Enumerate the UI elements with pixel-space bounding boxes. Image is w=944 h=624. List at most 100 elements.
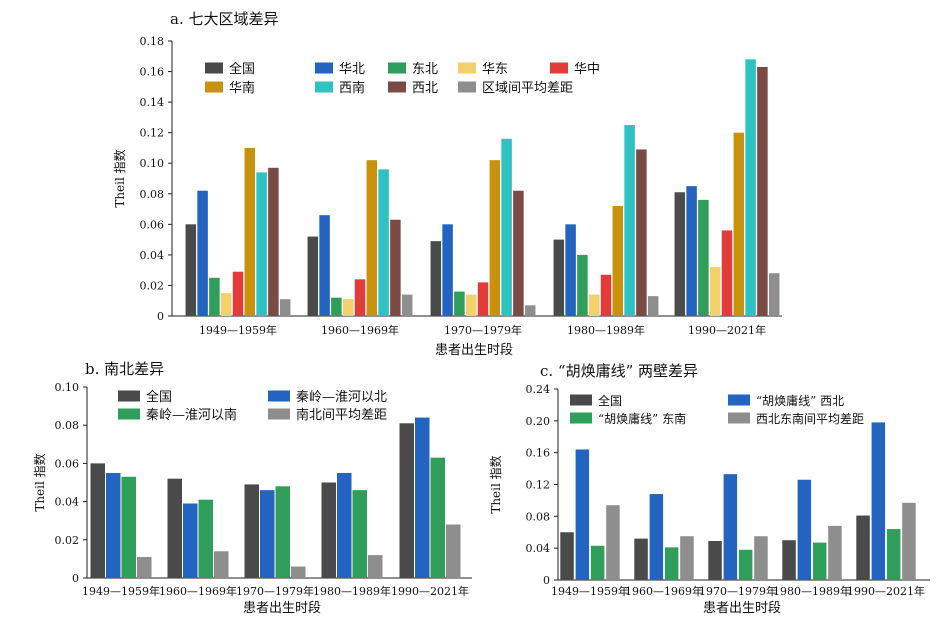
x-tick-label: 1990—2021年 xyxy=(688,323,766,337)
legend-label: 秦岭—淮河以北 xyxy=(296,390,387,405)
bar-a-s6-c1 xyxy=(378,169,389,316)
legend-swatch xyxy=(118,408,140,420)
legend-swatch xyxy=(728,412,750,424)
bar-a-s1-c2 xyxy=(442,224,453,316)
panel-title: b. 南北差异 xyxy=(85,360,164,378)
bar-a-s6-c2 xyxy=(501,138,512,316)
legend-swatch xyxy=(728,394,750,406)
bar-a-s8-c0 xyxy=(279,299,291,316)
legend-label: 西北东南间平均差距 xyxy=(756,411,864,426)
bar-a-s5-c1 xyxy=(366,160,378,316)
y-tick-label: 0 xyxy=(72,572,79,585)
legend: 全国 “胡焕庸线” 西北 “胡焕庸线” 东南 西北东南间平均差距 xyxy=(570,393,864,426)
bar-a-s2-c4 xyxy=(698,199,709,316)
y-tick-label: 0 xyxy=(543,574,550,587)
bar-b-s2-c0 xyxy=(121,476,136,578)
bar-c-s1-c0 xyxy=(575,449,590,580)
y-axis-label: Theil 指数 xyxy=(112,149,127,207)
bar-a-s5-c4 xyxy=(733,132,745,316)
legend-swatch xyxy=(458,81,476,93)
legend-swatch xyxy=(268,408,290,420)
bar-a-s8-c1 xyxy=(401,294,413,316)
bar-b-s3-c3 xyxy=(368,555,383,578)
x-tick-label: 1990—2021年 xyxy=(847,584,925,598)
bar-a-s3-c4 xyxy=(709,267,721,316)
legend-label: 东北 xyxy=(412,62,438,77)
y-tick-label: 0.08 xyxy=(526,510,551,523)
legend-swatch xyxy=(570,394,592,406)
bar-c-s1-c1 xyxy=(649,494,664,580)
x-tick-label: 1970—1979年 xyxy=(699,584,777,598)
y-tick-label: 0.10 xyxy=(55,381,80,394)
legend-label: “胡焕庸线” 西北 xyxy=(756,393,844,408)
legend-swatch xyxy=(550,62,568,74)
legend-label: “胡焕庸线” 东南 xyxy=(598,411,686,426)
legend-label: 区域间平均差距 xyxy=(482,81,573,96)
bar-a-s2-c3 xyxy=(577,254,588,316)
bar-a-s5-c2 xyxy=(489,160,501,316)
legend-label: 全国 xyxy=(229,61,255,77)
bar-a-s2-c1 xyxy=(331,297,342,316)
y-tick-label: 0.08 xyxy=(55,419,80,432)
bar-c-s2-c4 xyxy=(886,529,901,580)
bar-b-s3-c2 xyxy=(291,566,306,578)
bar-b-s1-c1 xyxy=(183,503,198,578)
bar-c-s3-c3 xyxy=(828,525,842,580)
y-tick-label: 0.08 xyxy=(140,188,165,201)
panel-a: a. 七大区域差异 0 0.02 0.04 0.06 0.08 0.10 0.12 0.14 0.… xyxy=(112,10,782,358)
bar-a-s3-c3 xyxy=(588,294,600,316)
y-tick-label: 0.04 xyxy=(526,542,551,555)
legend-swatch xyxy=(458,62,476,74)
legend-swatch xyxy=(570,412,592,424)
y-axis-label: Theil 指数 xyxy=(32,453,47,511)
x-axis-label: 患者出生时段 xyxy=(703,601,781,616)
bar-c-s3-c4 xyxy=(902,502,916,580)
bar-c-s2-c0 xyxy=(590,545,605,580)
bar-c-s0-c3 xyxy=(782,540,796,580)
bar-a-s5-c3 xyxy=(612,206,624,316)
bar-b-s1-c2 xyxy=(260,490,275,578)
legend-label: 南北间平均差距 xyxy=(296,407,387,423)
bar-a-s7-c3 xyxy=(636,149,647,316)
y-tick-label: 0.16 xyxy=(140,66,165,79)
bar-b-s2-c4 xyxy=(430,457,445,578)
bar-b-s0-c3 xyxy=(321,482,336,578)
y-tick-label: 0.02 xyxy=(55,534,80,547)
legend-label: 全国 xyxy=(598,393,622,408)
bar-c-s1-c3 xyxy=(797,479,812,580)
bar-a-s4-c4 xyxy=(721,230,733,316)
legend-swatch xyxy=(205,62,223,74)
panel-title: a. 七大区域差异 xyxy=(170,10,278,28)
legend-swatch xyxy=(388,62,406,74)
bar-b-s1-c4 xyxy=(415,417,430,578)
y-axis-label: Theil 指数 xyxy=(488,455,503,513)
bar-a-s4-c0 xyxy=(232,271,244,316)
x-tick-label: 1980—1989年 xyxy=(313,584,391,598)
bar-b-s0-c2 xyxy=(244,484,259,578)
x-tick-label: 1960—1969年 xyxy=(159,584,237,598)
x-tick-label: 1970—1979年 xyxy=(444,323,522,337)
legend-swatch xyxy=(315,81,333,93)
bar-b-s3-c4 xyxy=(446,524,461,578)
y-tick-label: 0.14 xyxy=(140,96,165,109)
legend-label: 华中 xyxy=(574,62,600,77)
legend-swatch xyxy=(268,390,290,402)
bar-a-s1-c3 xyxy=(565,224,576,316)
legend-swatch xyxy=(315,62,333,74)
bar-a-s1-c4 xyxy=(686,186,697,316)
bar-b-s2-c3 xyxy=(352,490,367,578)
x-tick-label: 1949—1959年 xyxy=(82,584,160,598)
y-tick-label: 0.12 xyxy=(526,479,551,492)
legend-label: 华北 xyxy=(339,62,365,77)
x-tick-label: 1980—1989年 xyxy=(773,584,851,598)
legend-swatch xyxy=(388,81,406,93)
panel-c: c. “胡焕庸线” 两壁差异 0 0.04 0.08 0.12 0.16 0.20 0.24 T… xyxy=(488,362,930,616)
y-tick-label: 0.04 xyxy=(140,249,165,262)
bar-a-s8-c2 xyxy=(524,305,536,316)
bar-a-s8-c3 xyxy=(647,296,659,316)
bar-c-s3-c0 xyxy=(606,505,620,580)
bar-a-s7-c4 xyxy=(757,66,768,316)
bar-a-s3-c1 xyxy=(342,299,354,316)
